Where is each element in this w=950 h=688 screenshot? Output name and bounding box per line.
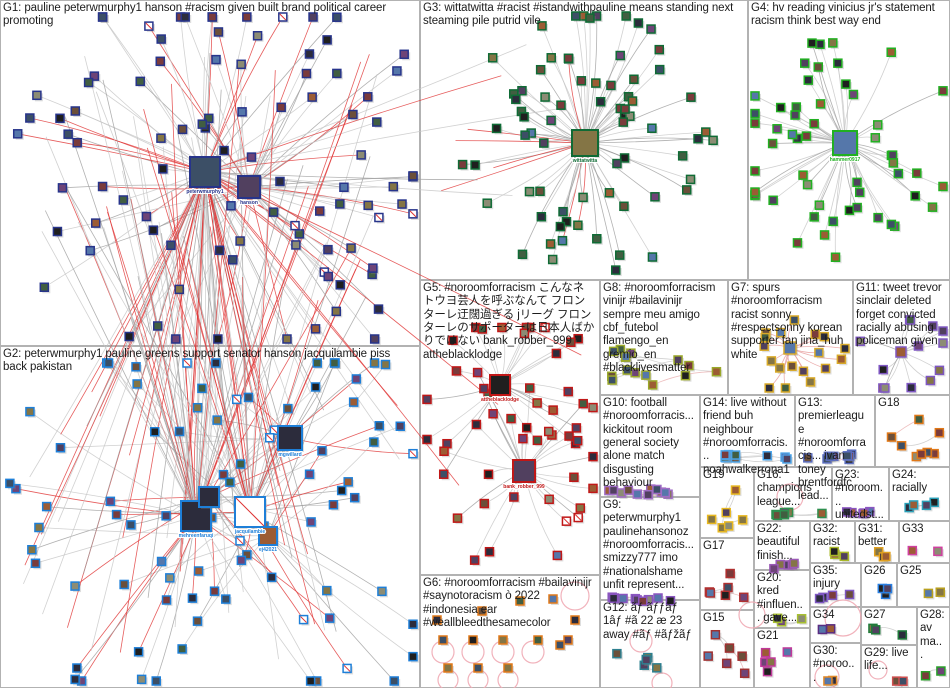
svg-text:mgwillard: mgwillard — [278, 452, 301, 458]
svg-text:attheblacklodge: attheblacklodge — [481, 397, 519, 403]
group-box-g10 — [600, 395, 700, 497]
svg-text:jacquilambie: jacquilambie — [234, 529, 266, 535]
group-box-g32 — [810, 521, 855, 563]
svg-text:mehreenfaruqi: mehreenfaruqi — [179, 533, 214, 539]
group-box-g14 — [700, 395, 795, 467]
svg-text:bank_robber_999: bank_robber_999 — [503, 484, 545, 490]
svg-text:hammer0917: hammer0917 — [830, 157, 861, 163]
svg-text:ej42021: ej42021 — [259, 547, 277, 553]
svg-text:peterwmurphy1: peterwmurphy1 — [186, 189, 223, 195]
group-box-g19 — [700, 467, 754, 538]
group-box-g12 — [600, 600, 700, 688]
svg-text:hanson: hanson — [240, 200, 258, 206]
group-box-g7 — [728, 280, 853, 395]
svg-text:wittatwitta: wittatwitta — [572, 158, 598, 164]
